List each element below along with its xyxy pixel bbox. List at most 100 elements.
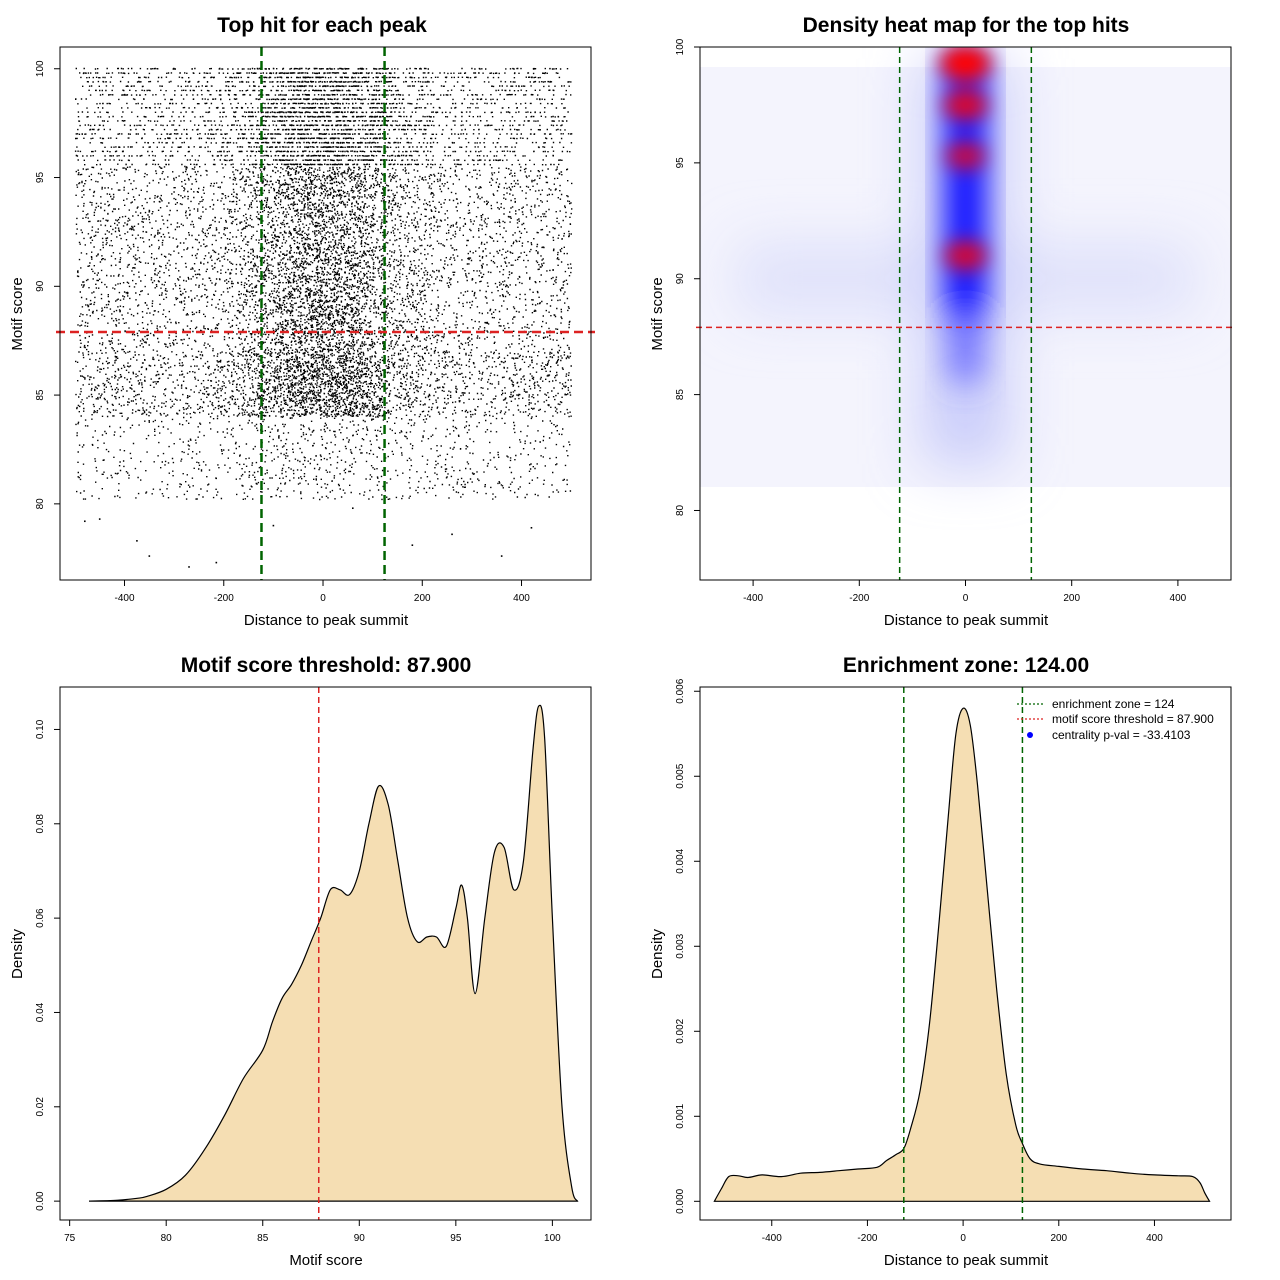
heatmap-reference-lines <box>696 47 1235 580</box>
score-density-y-tick-label: 0.04 <box>35 1002 46 1022</box>
scatter-point <box>148 555 151 557</box>
distance-density-y-tick-label: 0.006 <box>675 678 686 703</box>
scatter-y-label: Motif score <box>9 277 26 350</box>
scatter-point <box>451 533 453 536</box>
scatter-plot-frame <box>59 46 592 581</box>
distance-density-y-tick-label: 0.001 <box>675 1103 686 1128</box>
legend-label-score-threshold: motif score threshold = 87.900 <box>1052 712 1214 726</box>
distance-density-panel: Enrichment zone: 124.00 -400 -200 0 200 400 … <box>649 654 1232 1269</box>
scatter-y-tick-label: 80 <box>35 498 46 510</box>
heatmap-y-tick-label: 100 <box>675 38 686 55</box>
scatter-point <box>272 524 275 527</box>
scatter-point <box>351 507 354 510</box>
score-density-title: Motif score threshold: 87.900 <box>181 654 472 677</box>
score-density-curve <box>88 704 579 1202</box>
distance-density-y-label: Density <box>649 928 666 979</box>
distance-density-legend: enrichment zone = 124 motif score thresh… <box>1017 697 1214 742</box>
score-density-x-label: Motif score <box>289 1252 362 1269</box>
heatmap-y-tick-label: 85 <box>675 389 686 401</box>
scatter-point <box>215 561 218 564</box>
distance-density-y-tick-label: 0.000 <box>675 1188 686 1213</box>
scatter-x-tick-label: 400 <box>513 593 530 604</box>
scatter-x-label: Distance to peak summit <box>244 612 409 629</box>
heatmap-x-tick-label: 0 <box>963 593 969 604</box>
scatter-point <box>530 526 533 529</box>
heatmap-x-tick-label: -200 <box>849 593 869 604</box>
heatmap-y-tick-label: 95 <box>675 157 686 169</box>
scatter-x-tick-label: 200 <box>414 593 431 604</box>
distance-density-x-tick-label: -400 <box>762 1233 782 1244</box>
scatter-y-axis: 80 85 90 95 100 <box>35 60 60 509</box>
distance-density-plot-frame <box>699 686 1232 1221</box>
score-density-area <box>88 704 579 1202</box>
score-density-y-tick-label: 0.00 <box>35 1191 46 1211</box>
heatmap-surface <box>700 47 1231 580</box>
scatter-panel: Top hit for each peak -400 -200 0 200 400 80… <box>9 14 595 629</box>
score-density-panel: Motif score threshold: 87.900 75 80 85 90 95… <box>9 654 592 1269</box>
score-density-plot-frame <box>59 686 592 1221</box>
distance-density-x-label: Distance to peak summit <box>884 1252 1049 1269</box>
scatter-points <box>74 67 573 568</box>
distance-density-x-tick-label: 400 <box>1146 1233 1163 1244</box>
scatter-x-tick-label: 0 <box>320 593 326 604</box>
score-density-x-axis: 75 80 85 90 95 100 <box>64 1220 561 1244</box>
distance-density-area <box>713 707 1211 1202</box>
score-density-y-tick-label: 0.02 <box>35 1097 46 1117</box>
score-density-fill <box>89 705 578 1202</box>
scatter-reference-lines <box>56 47 595 580</box>
scatter-x-tick-label: -200 <box>214 593 234 604</box>
heatmap-hotspot <box>940 47 991 81</box>
heatmap-y-tick-label: 90 <box>675 273 686 285</box>
legend-swatch-centrality <box>1027 732 1033 738</box>
distance-density-x-tick-label: 200 <box>1050 1233 1067 1244</box>
scatter-point <box>500 555 503 557</box>
scatter-y-tick-label: 95 <box>35 172 46 184</box>
distance-density-y-tick-label: 0.002 <box>675 1018 686 1043</box>
heatmap-x-tick-label: -400 <box>743 593 763 604</box>
distance-density-y-tick-label: 0.004 <box>675 848 686 873</box>
score-density-y-label: Density <box>9 928 26 979</box>
score-density-x-tick-label: 75 <box>64 1233 76 1244</box>
scatter-point-cloud <box>74 67 573 501</box>
scatter-point <box>136 540 138 542</box>
distance-density-reference-lines <box>903 687 1024 1220</box>
legend-label-enrichment-zone: enrichment zone = 124 <box>1052 697 1175 711</box>
scatter-y-tick-label: 100 <box>35 60 46 77</box>
scatter-title: Top hit for each peak <box>217 14 427 37</box>
distance-density-y-axis: 0.000 0.001 0.002 0.003 0.004 0.005 0.006 <box>675 678 700 1214</box>
scatter-point <box>84 520 86 523</box>
heatmap-y-tick-label: 80 <box>675 504 686 516</box>
score-density-x-tick-label: 100 <box>544 1233 561 1244</box>
distance-density-curve <box>713 707 1211 1202</box>
score-density-y-axis: 0.00 0.02 0.04 0.06 0.08 0.10 <box>35 719 60 1211</box>
score-density-x-tick-label: 85 <box>257 1233 269 1244</box>
heatmap-column-tail <box>949 318 982 381</box>
legend-label-centrality: centrality p-val = -33.4103 <box>1052 728 1191 742</box>
distance-density-y-tick-label: 0.003 <box>675 933 686 958</box>
heatmap-hotspot <box>945 142 986 170</box>
heatmap-panel: Density heat map for the top hits -400 -2… <box>649 14 1235 629</box>
heatmap-hotspot <box>943 89 988 121</box>
distance-density-title: Enrichment zone: 124.00 <box>843 654 1089 677</box>
scatter-point <box>411 544 414 546</box>
score-density-x-tick-label: 80 <box>161 1233 173 1244</box>
score-density-x-tick-label: 90 <box>354 1233 366 1244</box>
distance-density-x-axis: -400 -200 0 200 400 <box>762 1220 1163 1244</box>
score-density-y-tick-label: 0.10 <box>35 719 46 739</box>
distance-density-fill <box>714 708 1210 1202</box>
scatter-x-axis: -400 -200 0 200 400 <box>115 580 530 604</box>
heatmap-x-tick-label: 400 <box>1170 593 1187 604</box>
distance-density-x-tick-label: 0 <box>960 1233 966 1244</box>
heatmap-hotspot <box>944 240 987 271</box>
scatter-y-tick-label: 85 <box>35 389 46 401</box>
heatmap-x-label: Distance to peak summit <box>884 612 1049 629</box>
scatter-y-tick-label: 90 <box>35 280 46 292</box>
score-density-y-tick-label: 0.06 <box>35 908 46 928</box>
heatmap-x-tick-label: 200 <box>1063 593 1080 604</box>
scatter-x-tick-label: -400 <box>115 593 135 604</box>
heatmap-title: Density heat map for the top hits <box>803 14 1130 37</box>
score-density-x-tick-label: 95 <box>450 1233 462 1244</box>
distance-density-x-tick-label: -200 <box>857 1233 877 1244</box>
heatmap-hotspots <box>940 47 991 271</box>
